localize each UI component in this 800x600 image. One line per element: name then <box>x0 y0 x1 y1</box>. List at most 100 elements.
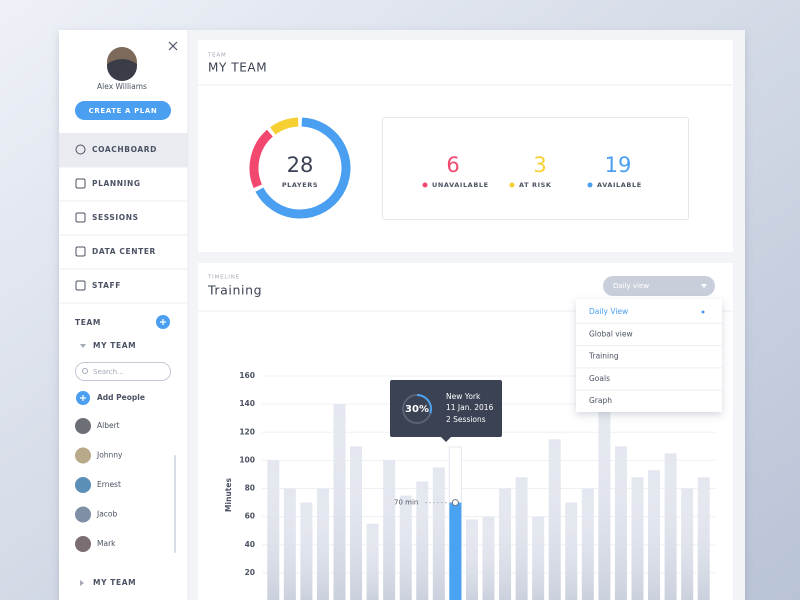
view-select[interactable] <box>603 276 715 296</box>
dropdown-menu <box>576 299 722 412</box>
view-select-label: Daily view <box>613 282 649 290</box>
nav-icon <box>75 178 86 189</box>
nav-item[interactable]: DATA CENTER <box>92 247 156 256</box>
donut-segment <box>249 129 273 189</box>
team-label: TEAM <box>75 318 101 327</box>
bar-shade <box>565 502 578 600</box>
bar-shade <box>482 516 495 600</box>
tooltip-pointer <box>441 437 451 442</box>
scrollbar[interactable] <box>174 455 176 553</box>
stat-dot <box>509 182 515 188</box>
expand-arrow <box>80 344 86 348</box>
team-title: MY TEAM <box>208 61 267 75</box>
stat-label: AT RISK <box>519 181 552 189</box>
team-eyebrow: TEAM <box>207 53 227 59</box>
plus-icon <box>160 319 166 325</box>
stat-value: 6 <box>446 153 459 177</box>
bar-chart: Minutes 20 40 60 80 100 120 140 160 70 min <box>224 371 715 600</box>
add-people[interactable]: Add People <box>97 393 145 402</box>
bar-shade <box>499 488 512 600</box>
bar-shade <box>598 411 611 600</box>
tooltip-date: 11 Jan. 2016 <box>446 403 494 412</box>
menu-item[interactable]: Daily View <box>589 307 628 316</box>
timeline-eyebrow: TIMELINE <box>207 275 240 281</box>
nav-item[interactable]: STAFF <box>92 281 121 290</box>
create-plan-label: CREATE A PLAN <box>89 107 158 115</box>
tooltip-percent: 30% <box>405 404 429 415</box>
bar-shade <box>350 446 363 600</box>
nav-item[interactable]: COACHBOARD <box>92 145 157 154</box>
my-team-group[interactable]: MY TEAM <box>93 341 136 350</box>
players-label: PLAYERS <box>282 181 318 189</box>
person-name[interactable]: Mark <box>97 539 116 548</box>
person-name[interactable]: Albert <box>97 421 120 430</box>
bar-shade <box>681 488 694 600</box>
stat-dot <box>422 182 428 188</box>
person-avatar <box>75 506 91 523</box>
selected-dot <box>701 310 705 314</box>
bottom-team[interactable]: MY TEAM <box>93 578 136 587</box>
person-name[interactable]: Jacob <box>96 510 118 519</box>
menu-items: Daily View Global view Training Goals Graph <box>576 307 722 405</box>
y-tick-label: 160 <box>239 371 255 380</box>
bar-shade <box>614 446 627 600</box>
bar-shade <box>465 519 478 600</box>
y-tick-label: 40 <box>245 540 255 549</box>
timeline-title: Training <box>207 283 262 298</box>
search-field[interactable] <box>75 362 171 381</box>
sidebar <box>59 30 188 600</box>
nav-item[interactable]: SESSIONS <box>92 213 139 222</box>
search-placeholder: Search... <box>93 368 124 376</box>
select-arrow <box>701 284 707 288</box>
nav-active-bg <box>59 133 188 167</box>
bar-highlighted <box>449 502 462 600</box>
bar-shade <box>399 495 412 600</box>
bar-shade <box>697 477 710 600</box>
tooltip: 30% New York 11 Jan. 2016 2 Sessions <box>390 380 502 442</box>
nav-icon <box>75 144 86 155</box>
person-avatar <box>75 536 91 552</box>
tooltip-ring <box>402 394 432 424</box>
stat-label: UNAVAILABLE <box>432 181 489 189</box>
search-icon <box>82 368 88 374</box>
donut-segment <box>270 117 299 135</box>
nav-item[interactable]: PLANNING <box>92 179 141 188</box>
y-tick-label: 120 <box>239 427 255 436</box>
y-tick-label: 100 <box>239 455 255 464</box>
bar-shade <box>664 453 677 600</box>
y-tick-label: 140 <box>239 399 255 408</box>
stat-label: AVAILABLE <box>597 181 642 189</box>
create-plan-button[interactable] <box>75 101 171 120</box>
person-name[interactable]: Johnny <box>96 451 123 460</box>
highlight-label: 70 min <box>394 499 418 507</box>
bar-shade <box>366 523 379 600</box>
bar-shade <box>416 481 429 600</box>
y-tick-label: 20 <box>245 568 255 577</box>
donut-segment <box>255 117 351 219</box>
highlight-point <box>451 499 459 507</box>
bar-shade <box>267 460 280 600</box>
close-button[interactable] <box>168 41 178 51</box>
menu-item[interactable]: Global view <box>589 329 633 338</box>
menu-item[interactable]: Graph <box>589 396 612 405</box>
person-avatar <box>75 418 91 434</box>
nav-menu: COACHBOARD PLANNING SESSIONS DATA CENTER STA… <box>59 133 188 304</box>
plus-icon <box>80 395 86 401</box>
stat-value: 19 <box>605 153 632 177</box>
stats-box <box>382 117 689 220</box>
stats: 6 UNAVAILABLE 3 AT RISK 19 AVAILABLE <box>422 153 642 189</box>
user-name: Alex Williams <box>97 82 147 91</box>
bar-shade <box>648 470 661 600</box>
tooltip-city: New York <box>446 392 481 401</box>
menu-item[interactable]: Goals <box>589 374 610 383</box>
bar-shade <box>432 467 445 600</box>
bar-shade <box>383 460 396 600</box>
people-list: Albert Johnny Ernest Jacob Mark <box>75 418 123 552</box>
menu-item[interactable]: Training <box>588 352 619 361</box>
nav-icon <box>75 212 86 223</box>
person-name[interactable]: Ernest <box>97 480 121 489</box>
y-tick-label: 60 <box>245 512 255 521</box>
nav-icon <box>75 246 86 257</box>
